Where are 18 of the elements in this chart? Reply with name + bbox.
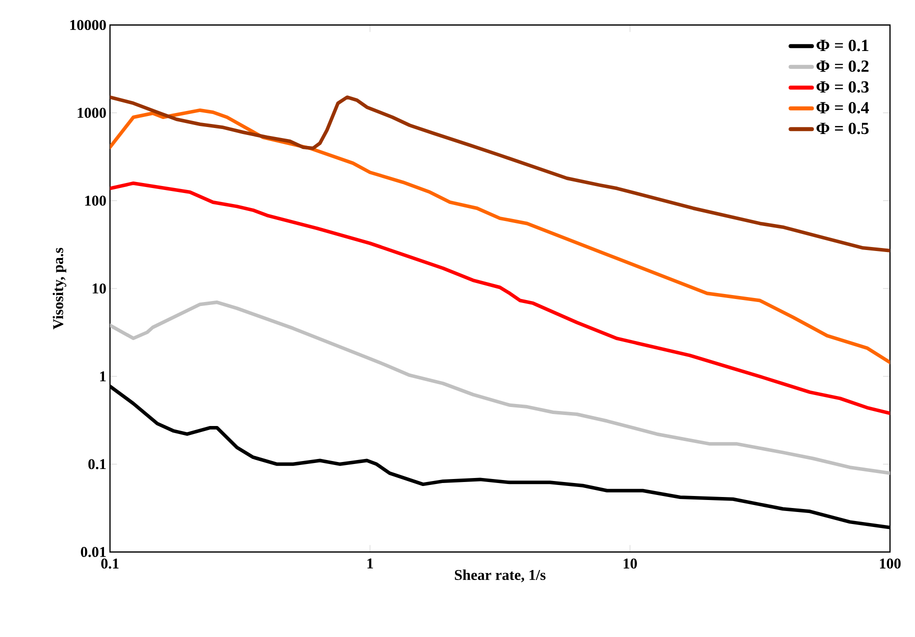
x-axis-title: Shear rate, 1/s — [454, 570, 546, 582]
y-tick-label: 10000 — [70, 20, 106, 30]
legend-label: Φ = 0.2 — [816, 60, 868, 72]
x-tick-label: 10 — [624, 558, 637, 569]
y-tick-label: 10 — [92, 283, 106, 294]
x-tick-label: 1 — [367, 558, 373, 568]
y-tick-label: 100 — [85, 196, 106, 206]
y-tick-label: 1000 — [78, 108, 106, 118]
legend-label: Φ = 0.5 — [816, 122, 869, 134]
legend-label: Φ = 0.1 — [816, 40, 868, 52]
y-tick-label: 0.01 — [80, 546, 106, 558]
y-tick-label: 1 — [100, 371, 106, 382]
legend-label: Φ = 0.3 — [816, 81, 869, 93]
x-tick-label: 0.1 — [101, 558, 119, 569]
x-tick-label: 100 — [880, 558, 901, 569]
legend-label: Φ = 0.4 — [816, 102, 869, 114]
y-axis-title: Visosity, pa.s — [52, 248, 66, 330]
y-tick-label: 0.1 — [88, 459, 106, 470]
